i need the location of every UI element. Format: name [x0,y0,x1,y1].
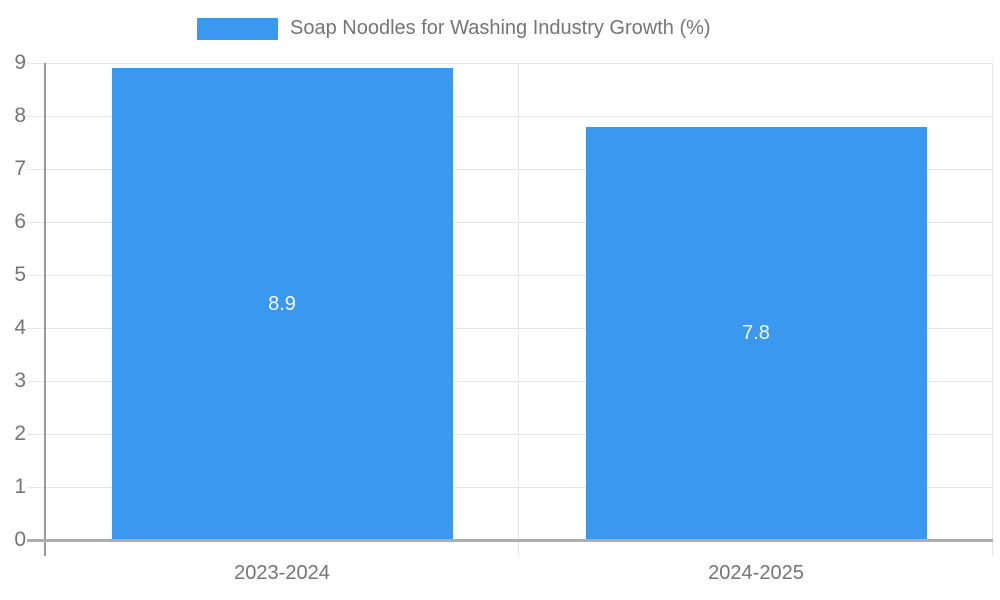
y-axis-line [44,63,46,556]
y-gridline [27,275,993,276]
bar-value-label: 7.8 [742,322,770,344]
y-tick-label: 4 [14,316,26,339]
y-tick-label: 8 [14,104,26,127]
y-tick-label: 7 [14,157,26,180]
y-gridline [27,222,993,223]
y-tick-label: 6 [14,210,26,233]
legend-label[interactable]: Soap Noodles for Washing Industry Growth… [290,17,711,39]
bar-value-label: 8.9 [268,293,296,315]
category-separator-gridline [992,63,993,556]
legend-swatch[interactable] [197,17,278,40]
legend[interactable]: Soap Noodles for Washing Industry Growth… [197,17,711,40]
y-gridline [27,381,993,382]
x-axis-label: 2024-2025 [708,562,804,584]
x-axis-line [27,539,993,542]
y-tick-label: 2 [14,422,26,445]
y-gridline [27,169,993,170]
y-tick-label: 3 [14,369,26,392]
y-tick-label: 9 [14,51,26,74]
y-gridline [27,434,993,435]
category-separator-gridline [518,63,519,556]
y-tick-label: 5 [14,263,26,286]
y-gridline [27,63,993,64]
bar-2024-2025 [586,127,927,539]
bar-2023-2024 [112,68,453,539]
y-gridline [27,487,993,488]
y-gridline [27,328,993,329]
x-axis-label: 2023-2024 [234,562,330,584]
y-tick-label: 1 [14,475,26,498]
y-gridline [27,116,993,117]
y-tick-label: 0 [14,528,26,551]
